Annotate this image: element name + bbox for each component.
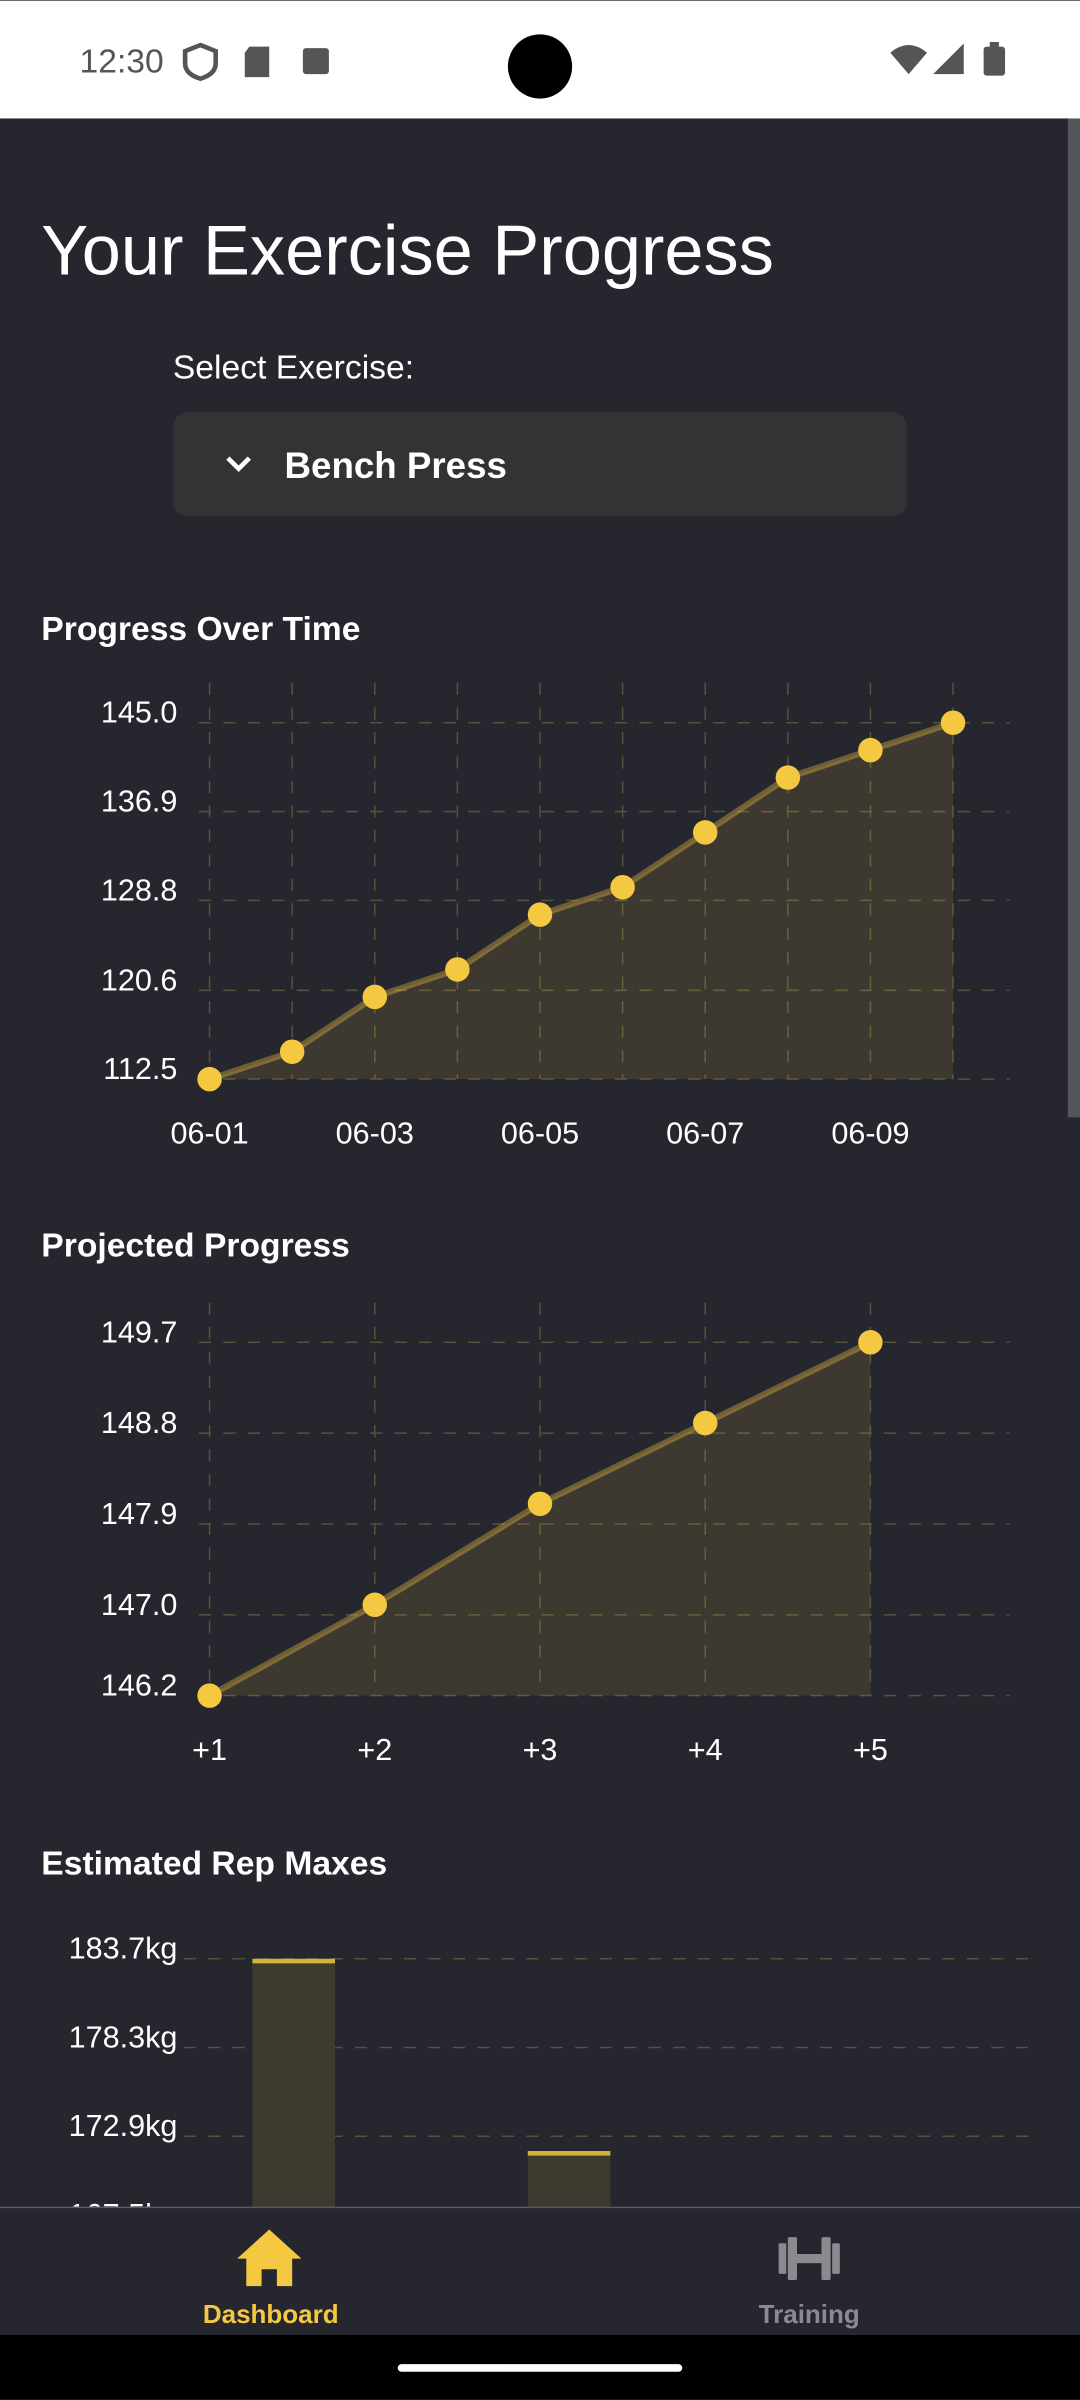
- x-tick-label: +5: [853, 1733, 888, 1767]
- a-icon: [302, 48, 329, 75]
- x-tick-label: 06-01: [170, 1116, 248, 1150]
- wifi-icon: [890, 45, 928, 75]
- status-bar: 12:30: [0, 0, 1080, 119]
- camera: [507, 34, 573, 99]
- point: [610, 874, 635, 900]
- signal-icon: [933, 43, 964, 75]
- point: [692, 820, 718, 845]
- point: [445, 957, 470, 982]
- chart-title: Projected Progress: [41, 1228, 350, 1265]
- bottom-nav: Dashboard Training: [0, 2206, 1080, 2400]
- point: [362, 984, 388, 1010]
- point: [527, 902, 553, 927]
- x-tick-label: +3: [523, 1733, 558, 1767]
- nav-label: Dashboard: [203, 2299, 339, 2329]
- x-tick-label: +2: [357, 1733, 392, 1767]
- battery-tip: [989, 41, 999, 49]
- point: [279, 1039, 305, 1064]
- exercise-dropdown[interactable]: [172, 412, 908, 517]
- y-tick-label: 147.9: [101, 1497, 178, 1531]
- x-tick-label: +1: [192, 1733, 227, 1767]
- select-label: Select Exercise:: [173, 350, 414, 387]
- shield-icon: [182, 42, 218, 82]
- dropdown-chevron: [226, 456, 251, 473]
- content: Your Exercise Progress Select Exercise: …: [41, 118, 1080, 2314]
- point: [362, 1592, 388, 1618]
- chart-title: Estimated Rep Maxes: [41, 1846, 387, 1883]
- point: [775, 765, 801, 790]
- nav-dashboard[interactable]: Dashboard: [203, 2229, 339, 2329]
- x-tick-label: 06-05: [501, 1116, 579, 1150]
- y-tick-label: 136.9: [101, 785, 178, 819]
- x-tick-label: 06-07: [666, 1116, 744, 1150]
- point: [858, 1330, 883, 1355]
- nav-bg: [0, 2206, 1080, 2336]
- area: [209, 722, 954, 1080]
- point: [197, 1683, 222, 1708]
- nav-label: Training: [759, 2299, 860, 2329]
- point: [692, 1410, 718, 1436]
- point: [858, 737, 883, 763]
- scrollbar: [1067, 118, 1080, 1118]
- point: [940, 710, 966, 735]
- status-time: 12:30: [80, 44, 164, 81]
- y-tick-label: 149.7: [101, 1315, 178, 1349]
- y-tick-label: 148.8: [101, 1406, 178, 1440]
- y-tick-label: 128.8: [101, 873, 178, 907]
- point: [197, 1066, 222, 1092]
- x-tick-label: 06-09: [831, 1116, 909, 1150]
- y-tick-label: 183.7kg: [69, 1932, 178, 1966]
- page-title: Your Exercise Progress: [41, 211, 774, 290]
- y-tick-label: 112.5: [103, 1052, 177, 1086]
- y-tick-label: 172.9kg: [69, 2109, 178, 2143]
- y-tick-label: 147.0: [101, 1588, 178, 1622]
- y-tick-label: 146.2: [101, 1669, 178, 1703]
- dumbbell-icon: [778, 2237, 840, 2280]
- x-tick-label: 06-03: [336, 1116, 414, 1150]
- nav-training[interactable]: Training: [759, 2237, 860, 2329]
- y-tick-label: 178.3kg: [69, 2020, 178, 2054]
- y-tick-label: 145.0: [101, 696, 178, 730]
- chart-title: Progress Over Time: [41, 611, 360, 648]
- point: [527, 1491, 553, 1517]
- dropdown-value: Bench Press: [285, 445, 507, 486]
- y-tick-label: 120.6: [101, 963, 178, 997]
- home-indicator: [397, 2364, 683, 2372]
- battery-icon: [983, 46, 1006, 76]
- line: [208, 719, 954, 1083]
- sd-icon: [244, 46, 270, 78]
- home-icon: [237, 2229, 302, 2287]
- x-tick-label: +4: [688, 1733, 723, 1767]
